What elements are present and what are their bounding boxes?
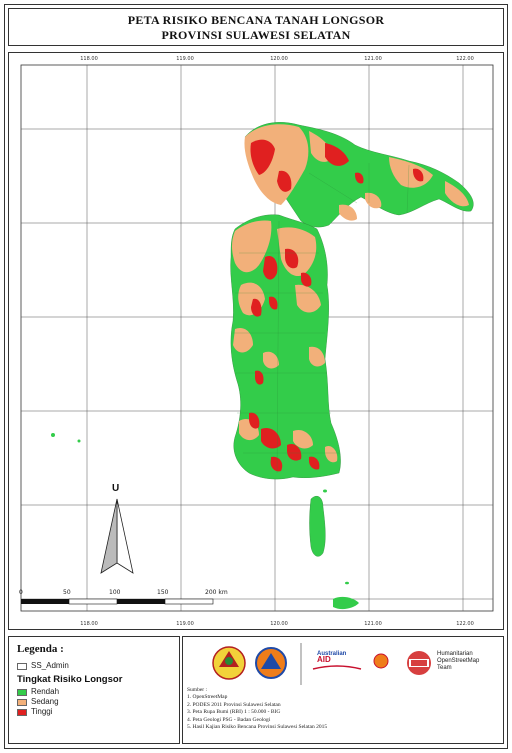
lon-label-top: 118.00 [80, 56, 98, 62]
logos-strip [212, 643, 431, 685]
scale-label: 0 [19, 589, 23, 596]
map-panel[interactable]: 118.00 119.00 120.00 121.00 122.00 118.0… [8, 52, 504, 630]
source-list: Sumber : 1. OpenStreetMap 2. PODES 2011 … [187, 687, 327, 731]
legend-class-label: Tinggi [31, 707, 53, 716]
scale-label: 150 [157, 589, 169, 596]
legend-class-label: Rendah [31, 687, 60, 696]
rendah-swatch-icon [17, 688, 27, 696]
north-arrow-label: U [112, 483, 120, 494]
aid-line1: Australian [317, 651, 347, 657]
map-title: PETA RISIKO BENCANA TANAH LONGSOR [127, 13, 385, 27]
hot-logo-icon [407, 651, 431, 675]
scale-label: 50 [63, 589, 71, 596]
hot-line3: Team [437, 665, 452, 671]
source-item: 4. Peta Geologi PSG - Badan Geologi [187, 716, 271, 723]
sedang-swatch-icon [17, 698, 27, 706]
legend-title: Legenda : [17, 643, 64, 655]
source-item: 3. Peta Rupa Bumi (RBI) 1 : 50.000 - BIG [187, 709, 281, 716]
lon-label-bottom: 122.00 [456, 621, 474, 627]
provincial-emblem-icon [212, 646, 246, 680]
legend-subtitle: Tingkat Risiko Longsor [17, 674, 123, 685]
lon-label-bottom: 120.00 [270, 621, 288, 627]
hot-line2: OpenStreetMap [437, 658, 480, 664]
legend-admin-label: SS_Admin [31, 661, 69, 670]
legend-item-admin: SS_Admin [17, 661, 171, 671]
legend-item-sedang: Sedang [17, 697, 171, 707]
map-subtitle: PROVINSI SULAWESI SELATAN [161, 28, 351, 42]
lon-label-bottom: 118.00 [80, 621, 98, 627]
bnpb-logo-icon [255, 647, 287, 679]
risk-zone-tinggi [249, 139, 424, 472]
source-item: 1. OpenStreetMap [187, 694, 228, 701]
hot-label: Humanitarian OpenStreetMap Team [437, 651, 501, 672]
aid-line2: AID [317, 655, 331, 664]
lon-label-top: 120.00 [270, 56, 288, 62]
admin-swatch-icon [17, 662, 27, 670]
title-box: PETA RISIKO BENCANA TANAH LONGSOR PROVIN… [8, 8, 504, 46]
legend-item-rendah: Rendah [17, 687, 171, 697]
government-logo-icon [373, 653, 389, 669]
risk-zone-sedang [232, 124, 469, 463]
lon-label-top: 121.00 [364, 56, 382, 62]
admin-boundaries [233, 163, 410, 474]
hot-line1: Humanitarian [437, 651, 473, 657]
source-panel: Australian AID Humanitarian OpenStreetMa… [182, 636, 504, 744]
map-frame [4, 4, 508, 749]
source-heading: Sumber : [187, 687, 208, 693]
lon-label-bottom: 121.00 [364, 621, 382, 627]
source-item: 2. PODES 2011 Provinsi Sulawesi Selatan [187, 701, 281, 708]
source-item: 5. Hasil Kajian Risiko Bencana Provinsi … [187, 724, 328, 731]
scale-bar [21, 598, 214, 605]
scale-label: 200 km [205, 589, 228, 596]
lon-label-top: 122.00 [456, 56, 474, 62]
map-neatline [20, 64, 494, 612]
australian-aid-logo-icon [312, 665, 362, 670]
tinggi-swatch-icon [17, 708, 27, 716]
north-arrow-icon [100, 498, 134, 574]
legend-class-label: Sedang [31, 697, 59, 706]
scale-label: 100 [109, 589, 121, 596]
lon-label-bottom: 119.00 [176, 621, 194, 627]
legend-item-tinggi: Tinggi [17, 707, 171, 717]
legend-panel: Legenda : SS_Admin Tingkat Risiko Longso… [8, 636, 180, 744]
map-canvas[interactable] [9, 53, 504, 630]
lon-label-top: 119.00 [176, 56, 194, 62]
